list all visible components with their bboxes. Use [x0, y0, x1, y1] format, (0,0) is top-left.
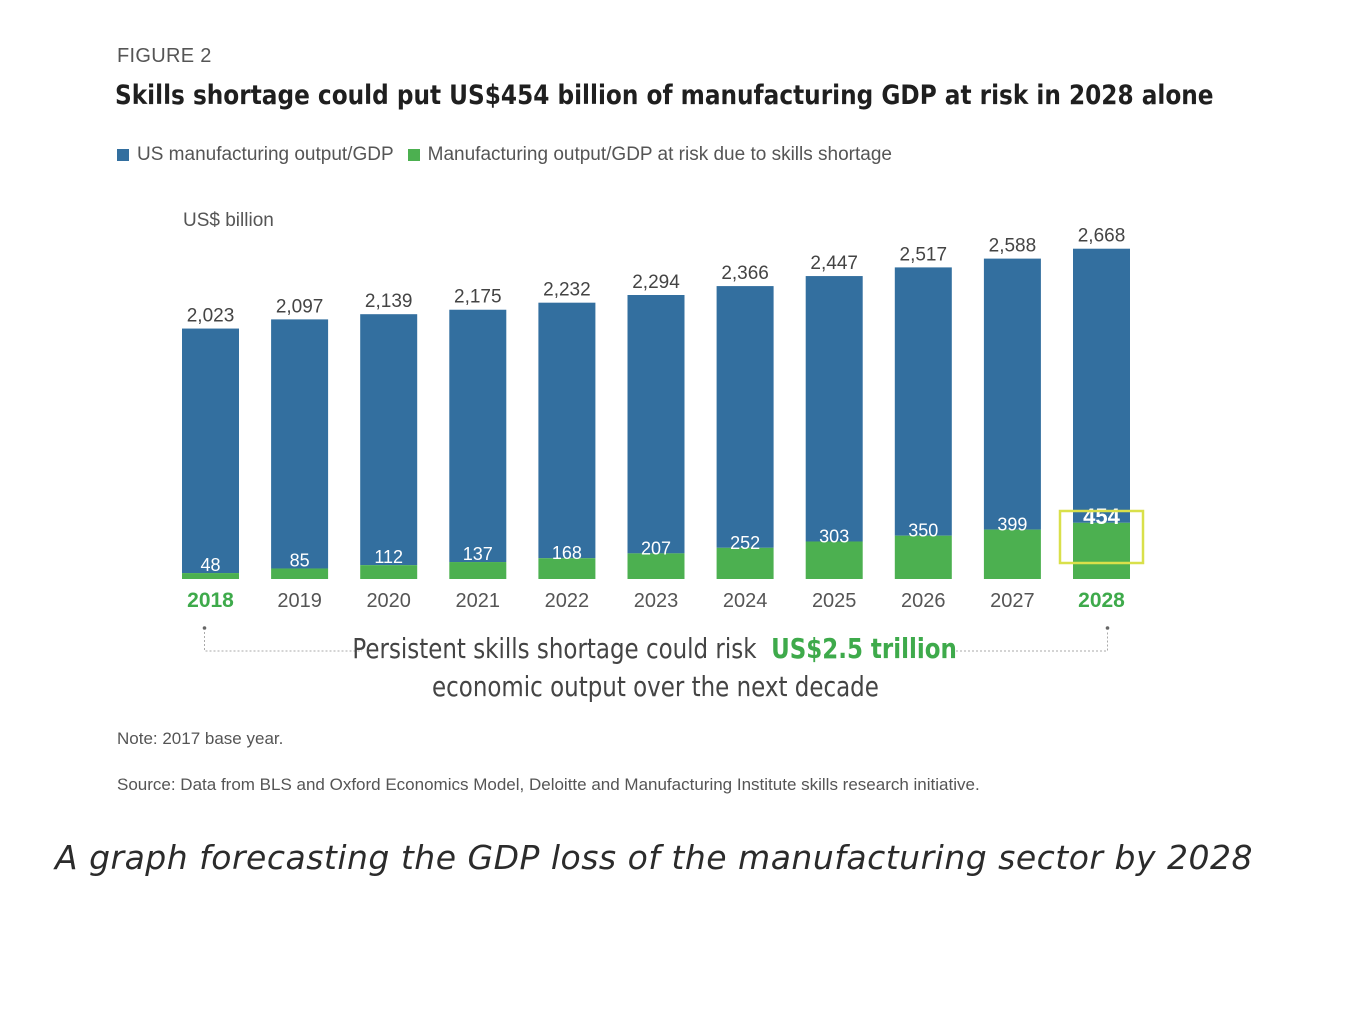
bar-at-risk-2025 — [805, 541, 863, 579]
data-label-at-risk-2024: 252 — [730, 533, 760, 553]
chart-legend: US manufacturing output/GDP Manufacturin… — [117, 144, 906, 166]
bar-at-risk-2018 — [182, 573, 239, 579]
image-caption: A graph forecasting the GDP loss of the … — [55, 838, 1253, 877]
bar-output-2026 — [894, 267, 952, 536]
data-label-at-risk-2026: 350 — [908, 521, 938, 541]
x-tick-label-2019: 2019 — [277, 590, 322, 612]
chart-source: Source: Data from BLS and Oxford Economi… — [117, 775, 980, 794]
bar-at-risk-2023 — [627, 553, 685, 579]
x-tick-label-2027: 2027 — [990, 590, 1035, 612]
legend-label-at-risk: Manufacturing output/GDP at risk due to … — [427, 144, 892, 165]
data-label-output-2023: 2,294 — [632, 272, 680, 293]
legend-swatch-output — [117, 149, 129, 161]
data-label-at-risk-2027: 399 — [997, 515, 1027, 535]
bar-output-2027 — [983, 258, 1041, 530]
bar-at-risk-2022 — [538, 558, 596, 579]
figure-label: FIGURE 2 — [117, 45, 212, 67]
data-label-output-2025: 2,447 — [810, 253, 858, 274]
bar-at-risk-2024 — [716, 547, 774, 579]
x-tick-label-2024: 2024 — [723, 590, 768, 612]
x-tick-label-2026: 2026 — [901, 590, 946, 612]
legend-item-output: US manufacturing output/GDP — [117, 144, 394, 166]
data-label-output-2022: 2,232 — [543, 280, 591, 301]
x-tick-label-2023: 2023 — [634, 590, 679, 612]
bar-output-2023 — [627, 295, 685, 554]
data-label-at-risk-2025: 303 — [819, 526, 849, 546]
annotation-prefix: Persistent skills shortage could risk — [352, 632, 757, 665]
bar-at-risk-2027 — [983, 529, 1041, 579]
bar-at-risk-2026 — [894, 535, 952, 579]
data-label-output-2019: 2,097 — [276, 296, 324, 317]
x-tick-label-2025: 2025 — [812, 590, 857, 612]
data-label-at-risk-2021: 137 — [463, 544, 493, 564]
bar-at-risk-2020 — [360, 565, 418, 579]
bracket-line-left — [204, 632, 362, 652]
bracket-line-right — [952, 632, 1108, 652]
data-label-output-2028: 2,668 — [1078, 226, 1126, 247]
bracket-dot-left — [202, 626, 207, 630]
chart-note: Note: 2017 base year. — [117, 729, 284, 748]
data-label-at-risk-2022: 168 — [552, 543, 582, 563]
bar-output-2019 — [271, 319, 329, 569]
bar-chart: 2,023 48 2018 2,097 85 2019 2,139 112 2020 2,175 1… — [182, 226, 1145, 652]
legend-label-output: US manufacturing output/GDP — [137, 144, 394, 165]
bar-at-risk-2019 — [271, 568, 329, 579]
bar-output-2024 — [716, 286, 774, 548]
bar-output-2022 — [538, 302, 596, 559]
bracket-dot-right — [1105, 626, 1110, 630]
data-label-output-2027: 2,588 — [989, 236, 1037, 257]
bar-output-2025 — [805, 276, 863, 542]
bar-at-risk-2028 — [1073, 522, 1130, 579]
bar-output-2020 — [360, 314, 418, 566]
data-label-at-risk-2020: 112 — [374, 547, 403, 567]
x-tick-label-2021: 2021 — [456, 590, 501, 612]
legend-item-at-risk: Manufacturing output/GDP at risk due to … — [407, 144, 892, 166]
data-label-output-2020: 2,139 — [365, 291, 413, 312]
annotation-line1: Persistent skills shortage could risk US… — [353, 630, 957, 668]
chart-title: Skills shortage could put US$454 billion… — [115, 80, 1214, 111]
data-label-at-risk-2019: 85 — [290, 550, 310, 570]
data-label-output-2021: 2,175 — [454, 287, 502, 308]
bar-output-2028 — [1073, 248, 1130, 523]
bar-at-risk-2021 — [449, 562, 507, 579]
annotation-highlight: US$2.5 trillion — [771, 632, 958, 665]
x-tick-label-2022: 2022 — [545, 590, 590, 612]
y-unit-label: US$ billion — [183, 210, 274, 231]
legend-swatch-at-risk — [407, 149, 420, 161]
x-tick-label-2028: 2028 — [1078, 589, 1125, 612]
data-label-at-risk-2018: 48 — [200, 555, 220, 575]
data-label-output-2018: 2,023 — [187, 306, 235, 327]
data-label-at-risk-2028: 454 — [1083, 504, 1120, 529]
bar-output-2021 — [449, 309, 507, 563]
annotation: Persistent skills shortage could risk US… — [180, 630, 1130, 706]
x-tick-label-2018: 2018 — [187, 589, 234, 612]
highlight-box-2028 — [1058, 509, 1145, 565]
data-label-output-2024: 2,366 — [721, 263, 769, 284]
bar-output-2018 — [182, 328, 239, 574]
data-label-at-risk-2023: 207 — [641, 538, 671, 558]
data-label-output-2026: 2,517 — [900, 244, 948, 265]
annotation-line2: economic output over the next decade — [431, 670, 879, 703]
x-tick-label-2020: 2020 — [366, 590, 411, 612]
